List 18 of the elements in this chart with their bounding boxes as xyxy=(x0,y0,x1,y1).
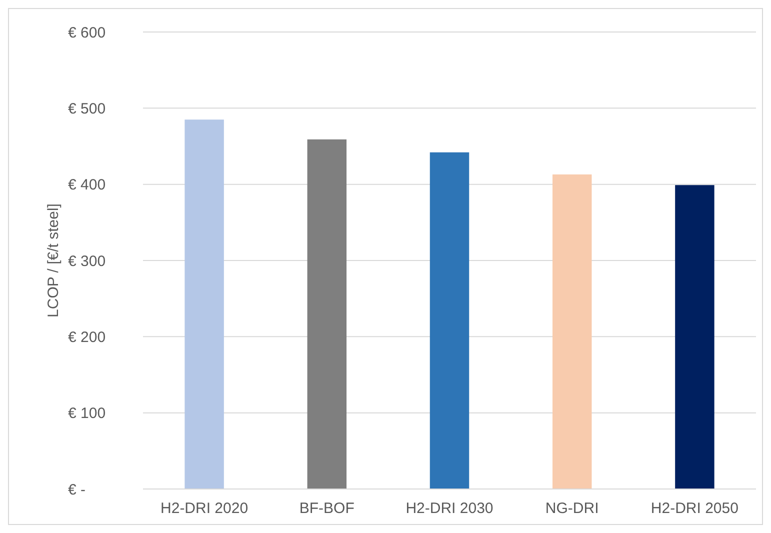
y-tick-label: € 100 xyxy=(68,405,106,422)
bar xyxy=(307,139,347,489)
x-tick-label: NG-DRI xyxy=(545,500,599,517)
y-tick-label: € 300 xyxy=(68,252,106,270)
y-tick-label: € 400 xyxy=(68,176,106,194)
y-tick-label: € 500 xyxy=(68,100,106,118)
y-tick-label: € - xyxy=(68,481,86,498)
bar xyxy=(184,120,224,489)
y-axis-title: LCOP / [€/t steel] xyxy=(45,204,62,318)
bar xyxy=(675,185,714,489)
y-tick-label: € 200 xyxy=(68,328,106,346)
x-tick-label: H2-DRI 2020 xyxy=(160,500,248,517)
x-tick-label: BF-BOF xyxy=(299,500,354,517)
x-tick-label: H2-DRI 2050 xyxy=(650,500,738,517)
x-tick-label: H2-DRI 2030 xyxy=(406,500,494,517)
y-tick-label: € 600 xyxy=(68,24,106,42)
bar xyxy=(430,152,470,489)
bar xyxy=(552,174,592,489)
